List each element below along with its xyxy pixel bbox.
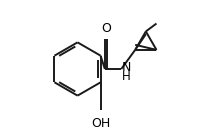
Text: OH: OH xyxy=(91,117,110,131)
Text: N: N xyxy=(122,61,131,74)
Text: O: O xyxy=(101,22,111,35)
Text: H: H xyxy=(122,70,131,83)
